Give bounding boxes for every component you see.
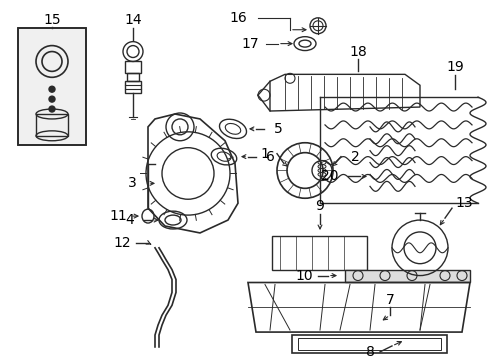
Bar: [125, 62, 141, 73]
Bar: [125, 81, 141, 93]
Text: 12: 12: [113, 236, 131, 250]
Text: 10: 10: [295, 269, 312, 283]
Bar: [18, 28, 86, 145]
Bar: [271, 236, 366, 270]
Text: 1: 1: [260, 147, 269, 161]
Text: 2: 2: [350, 150, 359, 163]
Text: 7: 7: [385, 293, 393, 307]
Text: 17: 17: [241, 37, 258, 51]
Text: 14: 14: [124, 13, 142, 27]
Text: 6: 6: [265, 150, 274, 163]
Text: 5: 5: [273, 122, 282, 136]
Text: 9: 9: [315, 199, 324, 213]
Bar: [127, 73, 139, 81]
Text: 3: 3: [127, 176, 136, 190]
Circle shape: [49, 106, 55, 112]
Text: 8: 8: [365, 345, 374, 359]
Text: 15: 15: [43, 13, 61, 27]
Bar: [36, 114, 68, 136]
Circle shape: [49, 86, 55, 92]
Text: 4: 4: [125, 213, 134, 227]
Text: 11: 11: [109, 209, 126, 223]
Bar: [291, 335, 446, 353]
Text: 18: 18: [348, 45, 366, 59]
Text: 13: 13: [454, 196, 472, 210]
Text: 20: 20: [321, 170, 338, 184]
Bar: [297, 338, 440, 350]
Bar: [345, 270, 469, 282]
Text: 16: 16: [229, 11, 246, 25]
Bar: [18, 28, 86, 145]
Circle shape: [49, 96, 55, 102]
Text: 19: 19: [445, 60, 463, 75]
